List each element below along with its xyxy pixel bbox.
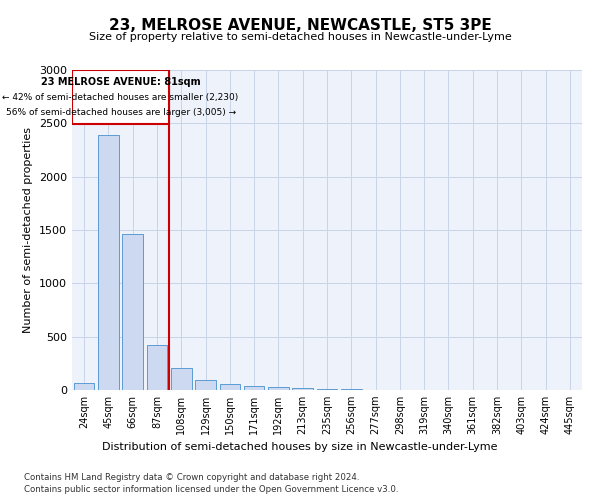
- Bar: [171, 368, 191, 390]
- Text: 56% of semi-detached houses are larger (3,005) →: 56% of semi-detached houses are larger (…: [5, 108, 236, 117]
- Bar: [122, 234, 143, 390]
- Y-axis label: Number of semi-detached properties: Number of semi-detached properties: [23, 127, 34, 333]
- Bar: [72, 70, 169, 124]
- Text: Contains public sector information licensed under the Open Government Licence v3: Contains public sector information licen…: [24, 485, 398, 494]
- Bar: [220, 384, 240, 390]
- Bar: [98, 135, 119, 390]
- Text: Distribution of semi-detached houses by size in Newcastle-under-Lyme: Distribution of semi-detached houses by …: [102, 442, 498, 452]
- Text: 23 MELROSE AVENUE: 81sqm: 23 MELROSE AVENUE: 81sqm: [41, 77, 200, 87]
- Text: 23, MELROSE AVENUE, NEWCASTLE, ST5 3PE: 23, MELROSE AVENUE, NEWCASTLE, ST5 3PE: [109, 18, 491, 32]
- Bar: [74, 382, 94, 390]
- Bar: [244, 386, 265, 390]
- Bar: [292, 388, 313, 390]
- Text: Size of property relative to semi-detached houses in Newcastle-under-Lyme: Size of property relative to semi-detach…: [89, 32, 511, 42]
- Text: Contains HM Land Registry data © Crown copyright and database right 2024.: Contains HM Land Registry data © Crown c…: [24, 472, 359, 482]
- Text: ← 42% of semi-detached houses are smaller (2,230): ← 42% of semi-detached houses are smalle…: [2, 92, 239, 102]
- Bar: [195, 380, 216, 390]
- Bar: [268, 388, 289, 390]
- Bar: [146, 345, 167, 390]
